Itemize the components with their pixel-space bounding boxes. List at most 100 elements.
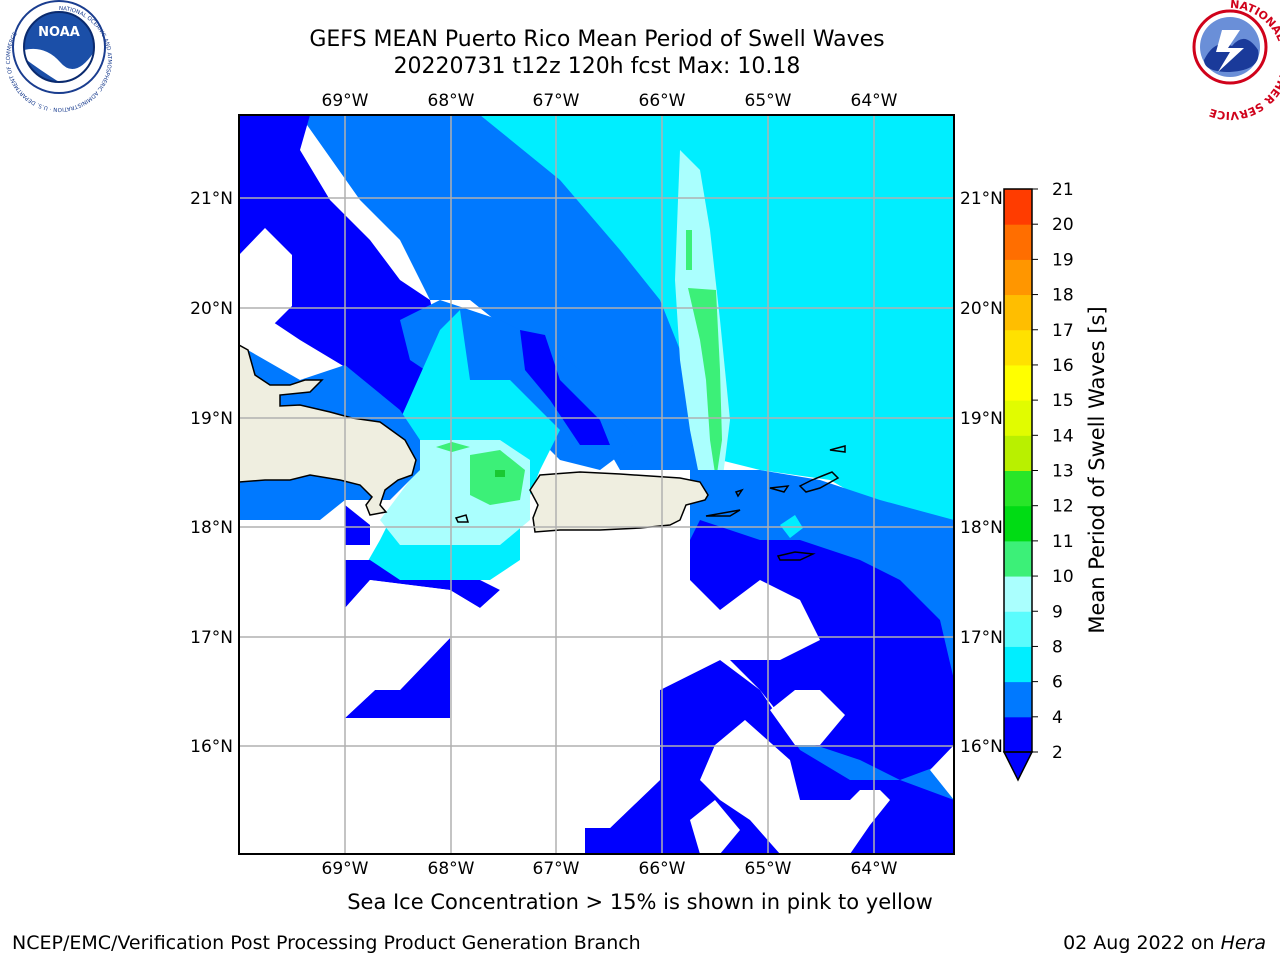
contour-4-6-west-strip — [345, 505, 370, 545]
lon-label: 65°W — [745, 91, 792, 111]
lon-label: 64°W — [851, 91, 898, 111]
lat-label: 18°N — [190, 518, 233, 538]
colorbar-segment — [1004, 505, 1032, 542]
colorbar-segment — [1004, 364, 1032, 401]
contour-white-hole-1 — [770, 690, 845, 745]
colorbar-tick-label: 21 — [1052, 180, 1074, 200]
lat-label: 16°N — [960, 737, 1003, 757]
footer-machine: Hera — [1220, 932, 1266, 954]
colorbar-tick-label: 13 — [1052, 462, 1074, 482]
colorbar-tick-label: 10 — [1052, 567, 1074, 587]
white-area-south-mid — [345, 520, 820, 854]
lat-label: 21°N — [190, 189, 233, 209]
white-area-nw — [239, 228, 292, 333]
colorbar-segment — [1004, 470, 1032, 507]
colorbar-label: Mean Period of Swell Waves [s] — [1085, 306, 1109, 634]
lat-labels-right: 21°N 20°N 19°N 18°N 17°N 16°N — [960, 189, 1003, 757]
swell-contours — [239, 115, 954, 854]
lon-label: 68°W — [428, 91, 475, 111]
colorbar-extend-arrow — [1002, 751, 1034, 782]
lon-label: 69°W — [322, 859, 369, 879]
colorbar-segment — [1004, 540, 1032, 577]
contour-white-hole-3 — [690, 800, 740, 854]
lon-label: 69°W — [322, 91, 369, 111]
colorbar-tick-label: 19 — [1052, 250, 1074, 270]
lat-label: 17°N — [960, 628, 1003, 648]
contour-4-6-sw — [345, 560, 500, 608]
map-frame — [238, 114, 955, 855]
colorbar-segment — [1004, 681, 1032, 718]
graticule — [239, 115, 954, 854]
colorbar-tick-label: 17 — [1052, 321, 1074, 341]
colorbar-tick-label: 11 — [1052, 532, 1074, 552]
nws-logo: NATIONAL WEATHER SERVICE — [1192, 0, 1280, 122]
contour-10-11-dot — [495, 470, 505, 477]
lon-label: 64°W — [851, 859, 898, 879]
map-panel — [239, 115, 954, 854]
colorbar-tick-label: 8 — [1052, 637, 1063, 657]
colorbar-tick-label: 4 — [1052, 708, 1063, 728]
colorbar-segment — [1004, 294, 1032, 331]
lon-labels-top: 69°W 68°W 67°W 66°W 65°W 64°W — [322, 91, 898, 111]
colorbar-tick-label: 18 — [1052, 286, 1074, 306]
colorbar-segment — [1004, 329, 1032, 366]
colorbar-segment — [1004, 259, 1032, 296]
small-islands — [454, 445, 846, 561]
lon-labels-bottom: 69°W 68°W 67°W 66°W 65°W 64°W — [322, 859, 898, 879]
colorbar-segment — [1004, 716, 1032, 753]
noaa-logo: NOAA NATIONAL OCEANIC AND ATMOSPHERIC AD… — [6, 0, 112, 112]
lon-label: 65°W — [745, 859, 792, 879]
contour-4-6 — [300, 115, 700, 470]
puerto-rico-land — [529, 471, 709, 533]
colorbar-segment — [1004, 400, 1032, 436]
lat-label: 20°N — [190, 299, 233, 319]
lat-label: 19°N — [190, 409, 233, 429]
land-masses — [239, 344, 709, 533]
contour-2-4-inner — [520, 330, 610, 445]
lon-label: 68°W — [428, 859, 475, 879]
lat-label: 16°N — [190, 737, 233, 757]
lat-label: 18°N — [960, 518, 1003, 538]
footer-date-text: 02 Aug 2022 on — [1063, 932, 1221, 954]
sea-ice-note: Sea Ice Concentration > 15% is shown in … — [347, 890, 933, 914]
contour-white-hole-4 — [930, 745, 954, 800]
footer-credit: NCEP/EMC/Verification Post Processing Pr… — [12, 932, 641, 954]
colorbar-segment — [1004, 189, 1032, 225]
contour-9-10-east-top — [686, 230, 692, 270]
colorbar-tick-label: 15 — [1052, 391, 1074, 411]
hispaniola-land — [239, 344, 417, 516]
colorbar-tick-label: 6 — [1052, 673, 1063, 693]
colorbar-segment — [1004, 611, 1032, 647]
lon-label: 66°W — [639, 859, 686, 879]
contour-9-10-east — [688, 288, 722, 480]
contour-6-8-east — [640, 180, 954, 520]
colorbar-tick-label: 20 — [1052, 215, 1074, 235]
colorbar-segment — [1004, 646, 1032, 683]
lat-labels-left: 21°N 20°N 19°N 18°N 17°N 16°N — [190, 189, 233, 757]
colorbar-tick-label: 9 — [1052, 602, 1063, 622]
colorbar-segment — [1004, 435, 1032, 471]
lon-label: 67°W — [533, 859, 580, 879]
lat-label: 21°N — [960, 189, 1003, 209]
colorbar-segment — [1004, 576, 1032, 612]
colorbar-segment — [1004, 224, 1032, 260]
lat-label: 19°N — [960, 409, 1003, 429]
lat-label: 17°N — [190, 628, 233, 648]
noaa-logo-text: NOAA — [38, 25, 80, 40]
contour-9-10 — [470, 450, 525, 505]
colorbar-tick-label: 12 — [1052, 497, 1074, 517]
colorbar-tick-label: 2 — [1052, 743, 1063, 763]
lon-label: 67°W — [533, 91, 580, 111]
colorbar-tick-label: 16 — [1052, 356, 1074, 376]
map-subtitle: 20220731 t12z 120h fcst Max: 10.18 — [393, 54, 801, 79]
colorbar-tick-label: 14 — [1052, 426, 1074, 446]
footer-date: 02 Aug 2022 on Hera — [1063, 932, 1266, 954]
lon-label: 66°W — [639, 91, 686, 111]
contour-9-10-west — [436, 442, 470, 452]
white-area-south-west — [239, 525, 345, 854]
map-title: GEFS MEAN Puerto Rico Mean Period of Swe… — [309, 27, 885, 52]
contour-white-hole-2 — [700, 720, 890, 854]
colorbar: 2 4 6 8 9 10 11 12 13 14 15 16 17 18 19 20 21 — [1002, 180, 1074, 782]
lat-label: 20°N — [960, 299, 1003, 319]
